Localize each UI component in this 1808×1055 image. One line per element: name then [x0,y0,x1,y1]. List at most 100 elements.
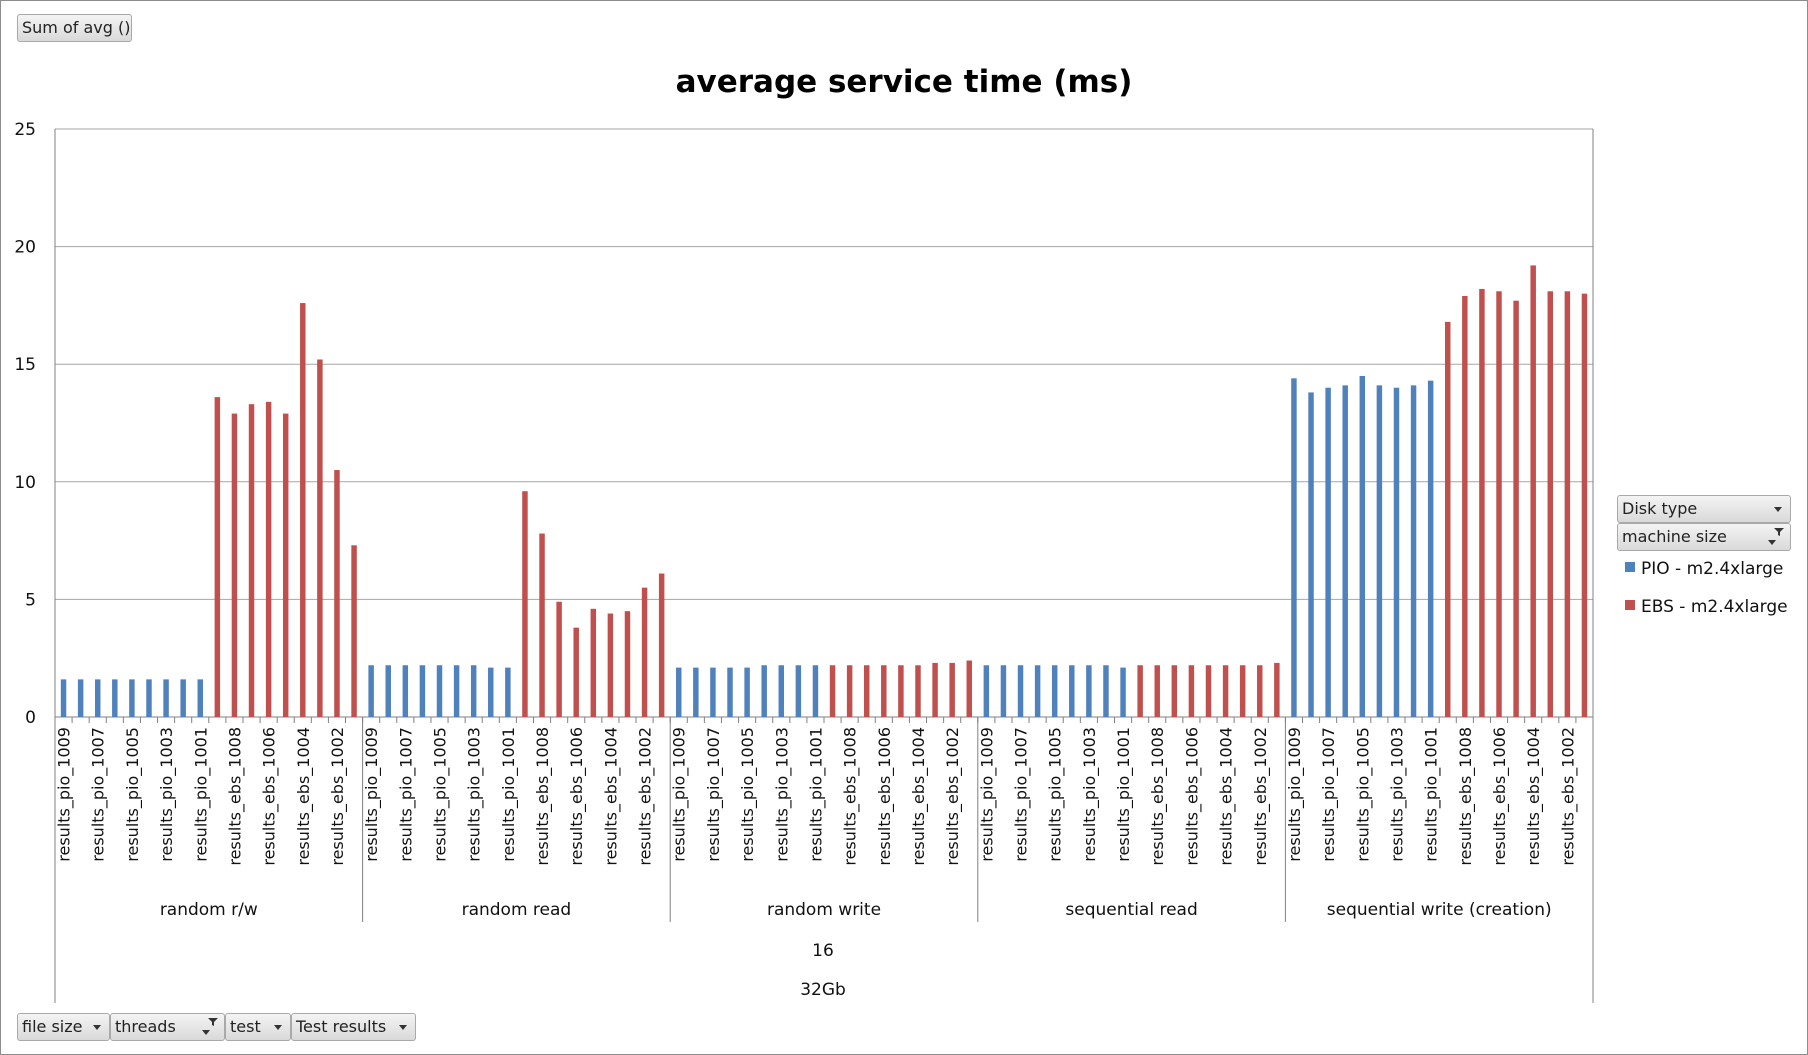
bar [282,413,289,717]
bar [60,679,67,717]
chevron-down-icon [1774,507,1782,512]
group-label: sequential read [1065,900,1197,920]
bar [1000,665,1007,717]
x-tick-label: results_pio_1001 [806,727,826,862]
x-tick-label: results_pio_1003 [465,727,485,862]
bar [146,679,152,717]
y-tick-label: 15 [14,355,36,375]
bar [693,667,699,717]
test-field-label: test [230,1017,261,1036]
bar [795,665,802,717]
bar [1069,665,1075,717]
bar [607,613,614,717]
bar [1342,385,1348,717]
x-tick-label: results_pio_1009 [55,727,75,862]
bar [676,667,682,717]
test-results-field-button[interactable]: Test results [291,1013,416,1041]
bar [1154,665,1160,717]
x-tick-label: results_pio_1007 [1319,727,1339,862]
bar [265,401,272,717]
bar [112,679,118,717]
x-tick-label: results_ebs_1002 [1251,727,1271,866]
bar [710,667,716,717]
bar [453,665,460,717]
bar [1410,385,1417,717]
bar [966,660,972,717]
legend-swatch-ebs [1625,600,1635,610]
x-tick-label: results_pio_1001 [1422,727,1442,862]
bar [932,662,938,717]
x-tick-label: results_ebs_1002 [1558,727,1578,866]
file-size-field-label: file size [22,1017,83,1036]
x-tick-label: results_ebs_1002 [636,727,656,866]
bar [539,533,545,717]
y-tick-label: 10 [14,473,36,493]
file-size-field-button[interactable]: file size [17,1013,110,1041]
x-tick-label: results_ebs_1008 [533,727,553,866]
bar [1257,665,1263,717]
machine-size-field-label: machine size [1622,527,1727,546]
bar [1103,665,1109,717]
bar [1376,385,1383,717]
x-tick-label: results_ebs_1008 [841,727,861,866]
x-tick-label: results_pio_1009 [670,727,690,862]
y-tick-label: 0 [25,708,36,728]
disk-type-field-label: Disk type [1622,499,1698,518]
x-tick-label: results_ebs_1002 [328,727,348,866]
value-field-button[interactable]: Sum of avg () [17,14,132,42]
bar [1427,380,1434,717]
group-label: random write [767,900,881,920]
bar [1308,392,1314,717]
x-tick-label: results_ebs_1004 [294,727,314,866]
chevron-down-icon [202,1030,210,1035]
legend-label-pio: PIO - m2.4xlarge [1641,559,1784,579]
x-axis-labels: results_pio_1009 results_pio_1007 results_… [55,727,1579,866]
x-tick-label: results_ebs_1004 [1217,727,1237,866]
bar [658,573,665,717]
bar [231,413,238,717]
filter-icon [1774,528,1784,536]
bar [300,303,306,717]
bar [1513,300,1519,717]
bar [829,665,836,717]
disk-type-field-button[interactable]: Disk type [1617,495,1791,523]
bar [863,665,870,717]
threads-field-label: threads [115,1017,176,1036]
x-tick-label: results_ebs_1006 [1182,727,1202,866]
bar [334,470,340,717]
bar [556,601,562,717]
bar [1547,291,1554,717]
bar [881,665,887,717]
bar [1462,295,1468,717]
x-tick-label: results_pio_1009 [362,727,382,862]
test-results-field-label: Test results [296,1017,387,1036]
x-tick-label: results_pio_1005 [431,727,451,862]
x-tick-label: results_pio_1005 [1353,727,1373,862]
bar [641,587,648,717]
bar [1239,665,1246,717]
bar [1137,665,1143,717]
bar [949,662,955,717]
y-tick-label: 5 [25,590,36,610]
bar [1325,387,1331,717]
bar [590,608,597,717]
bar [1205,665,1212,717]
bar [129,679,135,717]
chevron-down-icon [399,1025,407,1030]
machine-size-field-button[interactable]: machine size [1617,523,1791,551]
bar [1034,665,1041,717]
x-tick-label: results_pio_1003 [157,727,177,862]
bar [214,397,221,717]
bar [522,491,528,717]
bar [1359,375,1366,717]
bar [317,359,323,717]
test-field-button[interactable]: test [225,1013,291,1041]
x-axis-groups: random r/w random read random write sequent… [160,900,1552,920]
x-tick-label: results_ebs_1006 [875,727,895,866]
bar [470,665,477,717]
bar [163,679,169,717]
chevron-down-icon [274,1025,282,1030]
y-tick-label: 25 [14,120,36,140]
threads-field-button[interactable]: threads [110,1013,225,1041]
